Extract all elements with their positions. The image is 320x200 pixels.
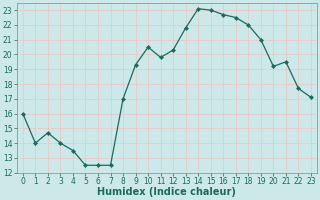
X-axis label: Humidex (Indice chaleur): Humidex (Indice chaleur) <box>98 187 236 197</box>
